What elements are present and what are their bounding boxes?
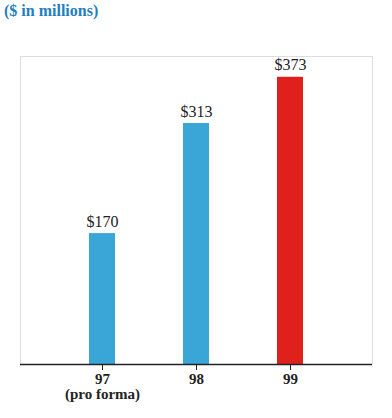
svg-text:$313: $313: [181, 103, 213, 120]
svg-text:98: 98: [189, 371, 204, 387]
html-text:($ in millions): ($ in millions): [4, 2, 99, 19]
svg-text:97(pro forma): 97(pro forma): [65, 371, 140, 403]
svg-text:$373: $373: [275, 56, 307, 73]
svg-text:$170: $170: [87, 213, 119, 230]
svg-text:99: 99: [283, 371, 298, 387]
